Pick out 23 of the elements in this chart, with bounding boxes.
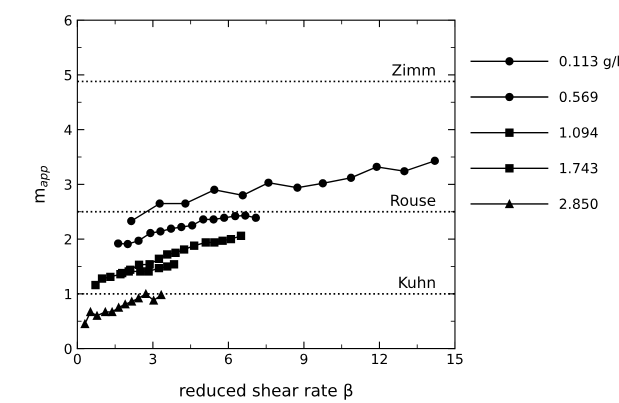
x-tick-label: 6: [224, 354, 232, 364]
text: 1.743: [560, 162, 598, 174]
x-tick-label: 3: [150, 354, 156, 364]
x-tick-label: 12: [372, 354, 387, 364]
y-tick-label: 2: [64, 234, 72, 244]
y-tick-label: 3: [64, 179, 72, 190]
ref-line-label: Zimm: [392, 64, 435, 76]
y-tick-label: 4: [64, 124, 72, 135]
text: 1.094: [560, 127, 598, 138]
ref-line-label: Kuhn: [399, 276, 435, 288]
y-tick-label: 1: [65, 289, 72, 300]
y-tick-label: 5: [64, 70, 72, 80]
y-tick-label: 0: [64, 344, 72, 354]
x-tick-label: 15: [448, 354, 463, 364]
x-axis-title: reduced shear rate β: [180, 384, 352, 400]
y-axis-title: m$_{app}$: [35, 166, 50, 202]
x-tick-label: 9: [300, 354, 308, 364]
ref-line-label: Rouse: [391, 194, 436, 206]
x-tick-label: 0: [74, 354, 81, 364]
text: 0.113 g/l: [560, 56, 619, 70]
text: 2.850: [560, 198, 598, 210]
y-tick-label: 6: [64, 15, 72, 26]
text: 0.569: [560, 92, 598, 102]
